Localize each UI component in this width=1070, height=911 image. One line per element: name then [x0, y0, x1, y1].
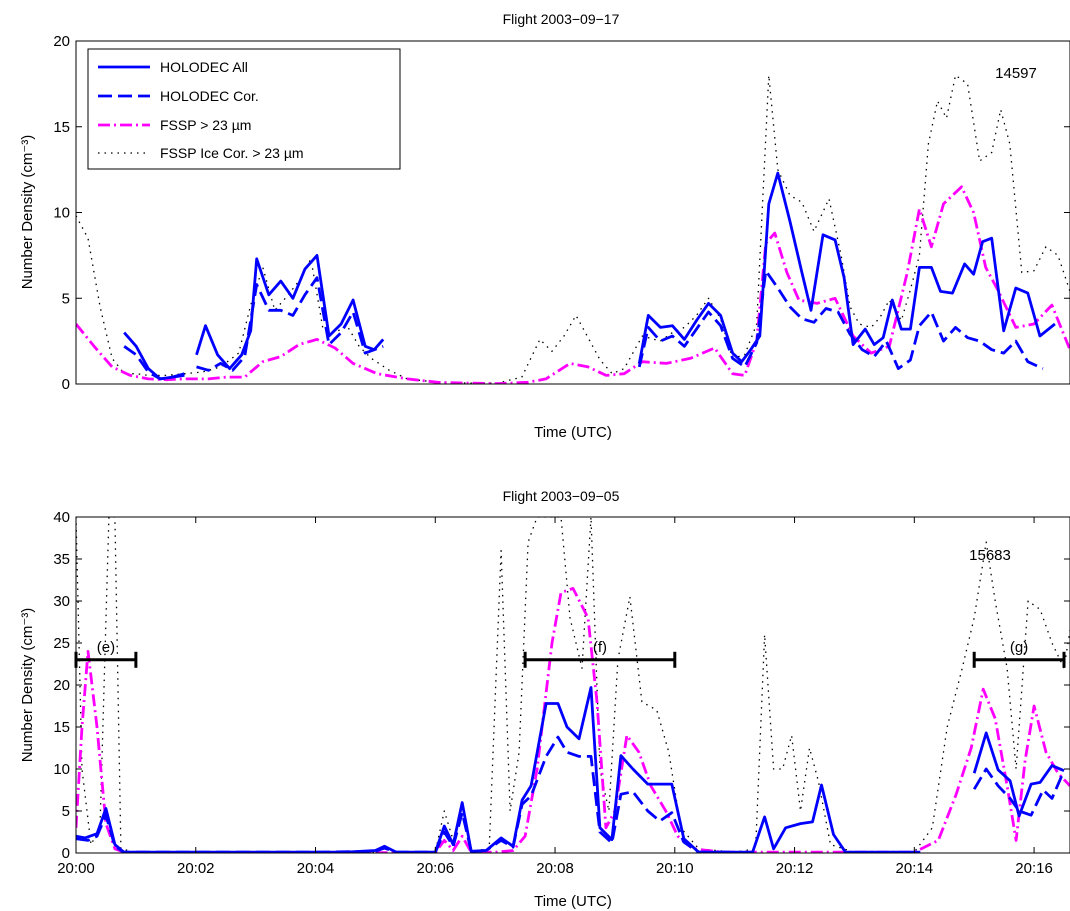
y-tick-label: 20	[53, 33, 70, 50]
x-tick-label: 20:12	[776, 860, 814, 877]
legend-holodec-all: HOLODEC All	[160, 59, 248, 75]
legend-box	[87, 48, 401, 170]
series-solid-line	[123, 331, 185, 381]
series-dashdot-line	[76, 185, 1070, 384]
y-tick-label: 25	[53, 635, 70, 652]
series-solid-line	[637, 171, 1056, 364]
y-tick-label: 5	[62, 290, 70, 307]
segment-label: (e)	[97, 639, 115, 656]
x-tick-label: 20:06	[417, 860, 455, 877]
legend-holodec-cor: HOLODEC Cor.	[160, 88, 259, 104]
legend-fssp-ice: FSSP Ice Cor. > 23 µm	[160, 145, 304, 161]
chart-annotation: 14597	[995, 65, 1037, 82]
chart-annotation: 15683	[969, 547, 1011, 564]
y-tick-label: 5	[62, 803, 70, 820]
y-tick-label: 15	[53, 719, 70, 736]
x-tick-label: 20:14	[896, 860, 934, 877]
y-tick-label: 10	[53, 205, 70, 222]
x-tick-label: 20:16	[1015, 860, 1053, 877]
x-tick-label: 20:00	[57, 860, 95, 877]
x-axis-label: Time (UTC)	[534, 893, 612, 910]
chart-flight-2003-09-17: Flight 2003−09−17 (a)(b)(c)(d) HOLODEC A…	[19, 11, 1070, 441]
y-axis-label: Number Density (cm⁻³)	[19, 135, 36, 290]
y-tick-label: 15	[53, 119, 70, 136]
y-tick-label: 35	[53, 551, 70, 568]
series-solid-line	[972, 731, 1065, 818]
segment-label: (f)	[593, 639, 607, 656]
chart-title: Flight 2003−09−17	[503, 11, 620, 27]
x-tick-label: 20:08	[536, 860, 574, 877]
legend: HOLODEC All HOLODEC Cor. FSSP > 23 µm FS…	[87, 48, 401, 170]
series-dashed-line	[972, 767, 1066, 817]
y-tick-label: 30	[53, 593, 70, 610]
y-tick-label: 0	[62, 845, 70, 862]
x-axis-label: Time (UTC)	[534, 424, 612, 441]
x-tick-label: 20:02	[177, 860, 215, 877]
y-tick-label: 0	[62, 376, 70, 393]
series-solid-line	[195, 254, 385, 370]
y-axis-label: Number Density (cm⁻³)	[19, 608, 36, 763]
y-tick-label: 40	[53, 509, 70, 526]
chart-flight-2003-09-05: Flight 2003−09−05 (e) (f) (g) 15683 0 5 10 15…	[19, 488, 1070, 910]
y-tick-label: 20	[53, 677, 70, 694]
segment-label: (g)	[1010, 639, 1028, 656]
chart-title: Flight 2003−09−05	[503, 488, 620, 504]
x-tick-label: 20:04	[297, 860, 335, 877]
series-dashed-line	[637, 269, 1044, 370]
y-tick-label: 10	[53, 761, 70, 778]
x-tick-label: 20:10	[656, 860, 694, 877]
series-solid-line	[76, 686, 921, 853]
legend-fssp: FSSP > 23 µm	[160, 117, 251, 133]
